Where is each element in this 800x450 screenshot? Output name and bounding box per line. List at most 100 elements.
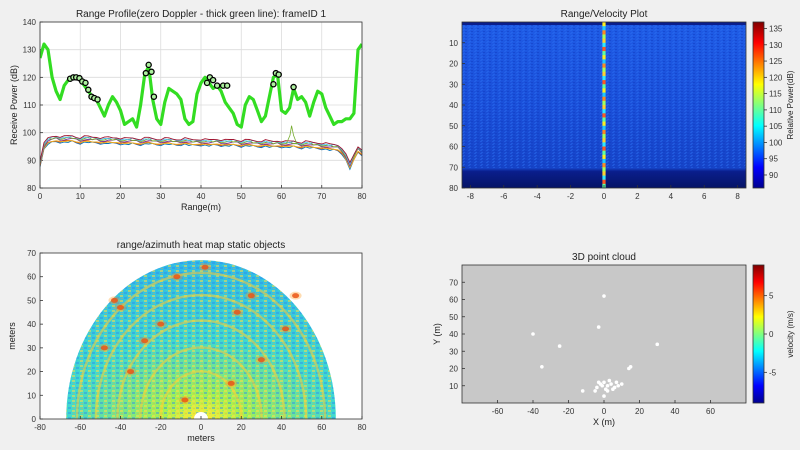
- x-tick-label: 40: [277, 423, 286, 432]
- hotspot-halo: [255, 355, 268, 364]
- x-tick-label: 0: [602, 407, 607, 416]
- y-tick-label: 50: [449, 313, 458, 322]
- hotspot: [201, 264, 209, 270]
- zero-doppler-cell: [602, 71, 606, 77]
- y-tick-label: 70: [27, 249, 36, 258]
- colorbar-tick-label: 115: [769, 90, 782, 99]
- colorbar-tick-label: 125: [769, 57, 783, 66]
- detected-object-marker: [275, 71, 282, 78]
- colorbar-label: Relative Power(dB): [786, 70, 795, 139]
- point: [614, 380, 619, 385]
- detected-object-marker: [85, 86, 92, 94]
- y-tick-label: 40: [449, 101, 458, 110]
- y-tick-label: 60: [27, 273, 36, 282]
- y-tick-label: 20: [27, 368, 36, 377]
- origin-gap: [194, 412, 208, 419]
- doppler-spike-line: [285, 125, 298, 144]
- hotspot-halo: [114, 303, 127, 312]
- hotspot: [157, 321, 165, 327]
- detected-object-marker: [150, 93, 158, 100]
- plot-content: [40, 42, 362, 171]
- y-tick-label: 10: [449, 39, 458, 48]
- colorbar: [752, 264, 765, 404]
- y-tick-label: 40: [449, 330, 458, 339]
- axes-frame: [39, 252, 363, 420]
- detected-object-marker: [290, 83, 297, 91]
- zero-doppler-cell: [602, 51, 606, 56]
- zero-doppler-cell: [602, 55, 606, 60]
- zero-doppler-cell: [602, 75, 606, 81]
- y-tick-label: 70: [449, 278, 458, 287]
- zero-doppler-cell: [602, 175, 606, 181]
- x-tick-label: -40: [527, 407, 539, 416]
- plot-area: [462, 265, 746, 403]
- detected-object-marker: [145, 61, 152, 69]
- point: [580, 389, 585, 393]
- y-tick-label: 0: [32, 415, 37, 424]
- y-tick-label: 50: [27, 296, 36, 305]
- x-tick-label: 40: [197, 192, 206, 201]
- zero-doppler-cell: [602, 26, 606, 31]
- hotspot-halo: [225, 379, 238, 388]
- x-tick-label: -20: [563, 407, 575, 416]
- hotspot-halo: [245, 291, 258, 300]
- hotspot: [233, 309, 241, 315]
- point: [596, 380, 601, 385]
- point: [605, 389, 610, 393]
- x-axis-label: X (m): [593, 417, 615, 427]
- range-ring: [75, 271, 327, 419]
- point: [611, 387, 615, 392]
- x-tick-label: 80: [358, 423, 367, 432]
- hotspot: [173, 274, 181, 280]
- detected-object-marker: [142, 69, 150, 77]
- point: [600, 383, 605, 388]
- axes-frame: [39, 21, 363, 189]
- x-axis-label: Range(m): [181, 202, 221, 212]
- zero-doppler-cell: [602, 100, 606, 106]
- hotspot-halo: [178, 396, 191, 405]
- colorbar-label: velocity (m/s): [786, 310, 795, 357]
- colorbar-tick-label: 120: [769, 73, 783, 82]
- zero-doppler-cell: [602, 92, 606, 98]
- zero-doppler-cell: [602, 167, 606, 172]
- x-tick-label: 70: [317, 192, 326, 201]
- point: [557, 344, 562, 348]
- zero-doppler-cell: [602, 63, 606, 69]
- hotspot: [292, 293, 300, 299]
- point-cloud-panel: 3D point cloud-60 -40 -20 0 20 40 601020304050…: [432, 252, 795, 427]
- range-ring: [94, 293, 308, 419]
- y-tick-label: 110: [23, 101, 36, 110]
- point: [602, 294, 606, 298]
- hotspot-halo: [138, 336, 151, 345]
- x-tick-label: 60: [706, 407, 715, 416]
- point: [609, 382, 613, 386]
- zero-doppler-cell: [602, 171, 606, 177]
- zero-doppler-cell: [602, 146, 606, 152]
- y-tick-label: 90: [27, 156, 36, 165]
- x-tick-label: 60: [277, 192, 286, 201]
- zero-doppler-cell: [602, 30, 606, 35]
- range-ring: [159, 370, 243, 419]
- point: [593, 389, 597, 393]
- y-tick-label: 30: [449, 80, 458, 89]
- chart-title: 3D point cloud: [572, 252, 636, 263]
- range-azimuth-panel: range/azimuth heat map static objects -80…: [7, 240, 367, 443]
- y-tick-label: 10: [449, 382, 458, 391]
- y-axis-label: Y (m): [432, 323, 442, 345]
- hotspot-halo: [289, 291, 302, 300]
- point: [616, 383, 620, 388]
- heatmap-texture: [66, 260, 336, 419]
- hotspot-halo: [154, 320, 167, 329]
- detected-object-marker: [203, 79, 211, 87]
- y-axis-label: Receive Power (dB): [9, 65, 19, 145]
- y-tick-label: 50: [449, 122, 458, 131]
- x-tick-label: 60: [317, 423, 326, 432]
- x-tick-label: -20: [155, 423, 167, 432]
- detected-object-marker: [223, 82, 231, 89]
- x-tick-label: 20: [237, 423, 246, 432]
- hotspot-halo: [231, 308, 244, 317]
- chart-title: Range/Velocity Plot: [561, 9, 648, 20]
- zero-doppler-cell: [602, 125, 606, 131]
- zero-doppler-cell: [602, 38, 606, 44]
- zero-doppler-cell: [602, 34, 606, 40]
